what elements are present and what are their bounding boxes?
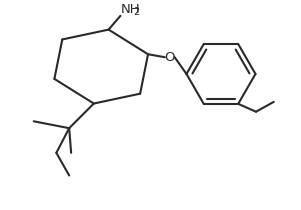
Text: 2: 2 (134, 7, 140, 17)
Text: NH: NH (120, 3, 140, 16)
Text: O: O (164, 51, 175, 64)
